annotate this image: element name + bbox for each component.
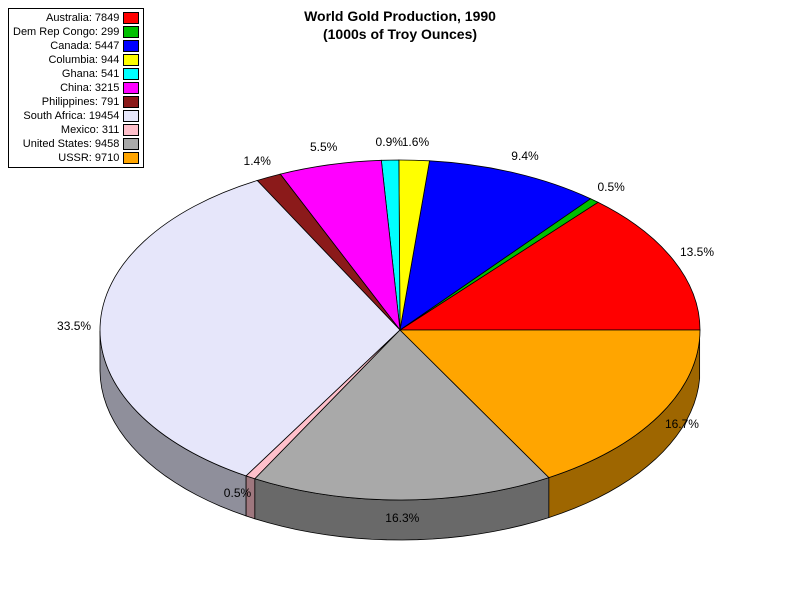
legend-swatch: [123, 96, 139, 108]
legend-label: Dem Rep Congo: 299: [13, 25, 123, 39]
legend-item: Philippines: 791: [13, 95, 139, 109]
legend-label: Philippines: 791: [42, 95, 124, 109]
legend-item: Australia: 7849: [13, 11, 139, 25]
legend-box: Australia: 7849Dem Rep Congo: 299Canada:…: [8, 8, 144, 168]
legend-swatch: [123, 152, 139, 164]
legend-label: Canada: 5447: [50, 39, 123, 53]
percent-label: 0.5%: [224, 486, 251, 500]
legend-swatch: [123, 138, 139, 150]
legend-item: USSR: 9710: [13, 151, 139, 165]
legend-label: Mexico: 311: [61, 123, 124, 137]
legend-label: USSR: 9710: [58, 151, 123, 165]
legend-swatch: [123, 124, 139, 136]
percent-label: 1.6%: [402, 135, 429, 149]
legend-item: Mexico: 311: [13, 123, 139, 137]
legend-label: United States: 9458: [23, 137, 124, 151]
chart-container: { "chart": { "type": "pie", "title_line1…: [0, 0, 800, 600]
percent-label: 13.5%: [680, 245, 714, 259]
legend-swatch: [123, 40, 139, 52]
legend-item: Dem Rep Congo: 299: [13, 25, 139, 39]
legend-label: Columbia: 944: [48, 53, 123, 67]
percent-label: 33.5%: [57, 319, 91, 333]
legend-swatch: [123, 12, 139, 24]
legend-swatch: [123, 54, 139, 66]
legend-label: China: 3215: [60, 81, 123, 95]
legend-item: South Africa: 19454: [13, 109, 139, 123]
pie-top: [100, 160, 700, 500]
percent-label: 16.3%: [385, 511, 419, 525]
percent-label: 0.5%: [597, 180, 624, 194]
legend-item: China: 3215: [13, 81, 139, 95]
percent-label: 1.4%: [244, 154, 271, 168]
legend-item: Canada: 5447: [13, 39, 139, 53]
legend-swatch: [123, 26, 139, 38]
legend-swatch: [123, 68, 139, 80]
legend-label: Australia: 7849: [46, 11, 123, 25]
percent-label: 16.7%: [665, 417, 699, 431]
legend-item: Columbia: 944: [13, 53, 139, 67]
legend-label: Ghana: 541: [62, 67, 124, 81]
legend-swatch: [123, 82, 139, 94]
percent-label: 5.5%: [310, 140, 337, 154]
legend-label: South Africa: 19454: [23, 109, 123, 123]
percent-label: 9.4%: [511, 149, 538, 163]
legend-item: United States: 9458: [13, 137, 139, 151]
legend-item: Ghana: 541: [13, 67, 139, 81]
legend-swatch: [123, 110, 139, 122]
percent-label: 0.9%: [376, 135, 403, 149]
